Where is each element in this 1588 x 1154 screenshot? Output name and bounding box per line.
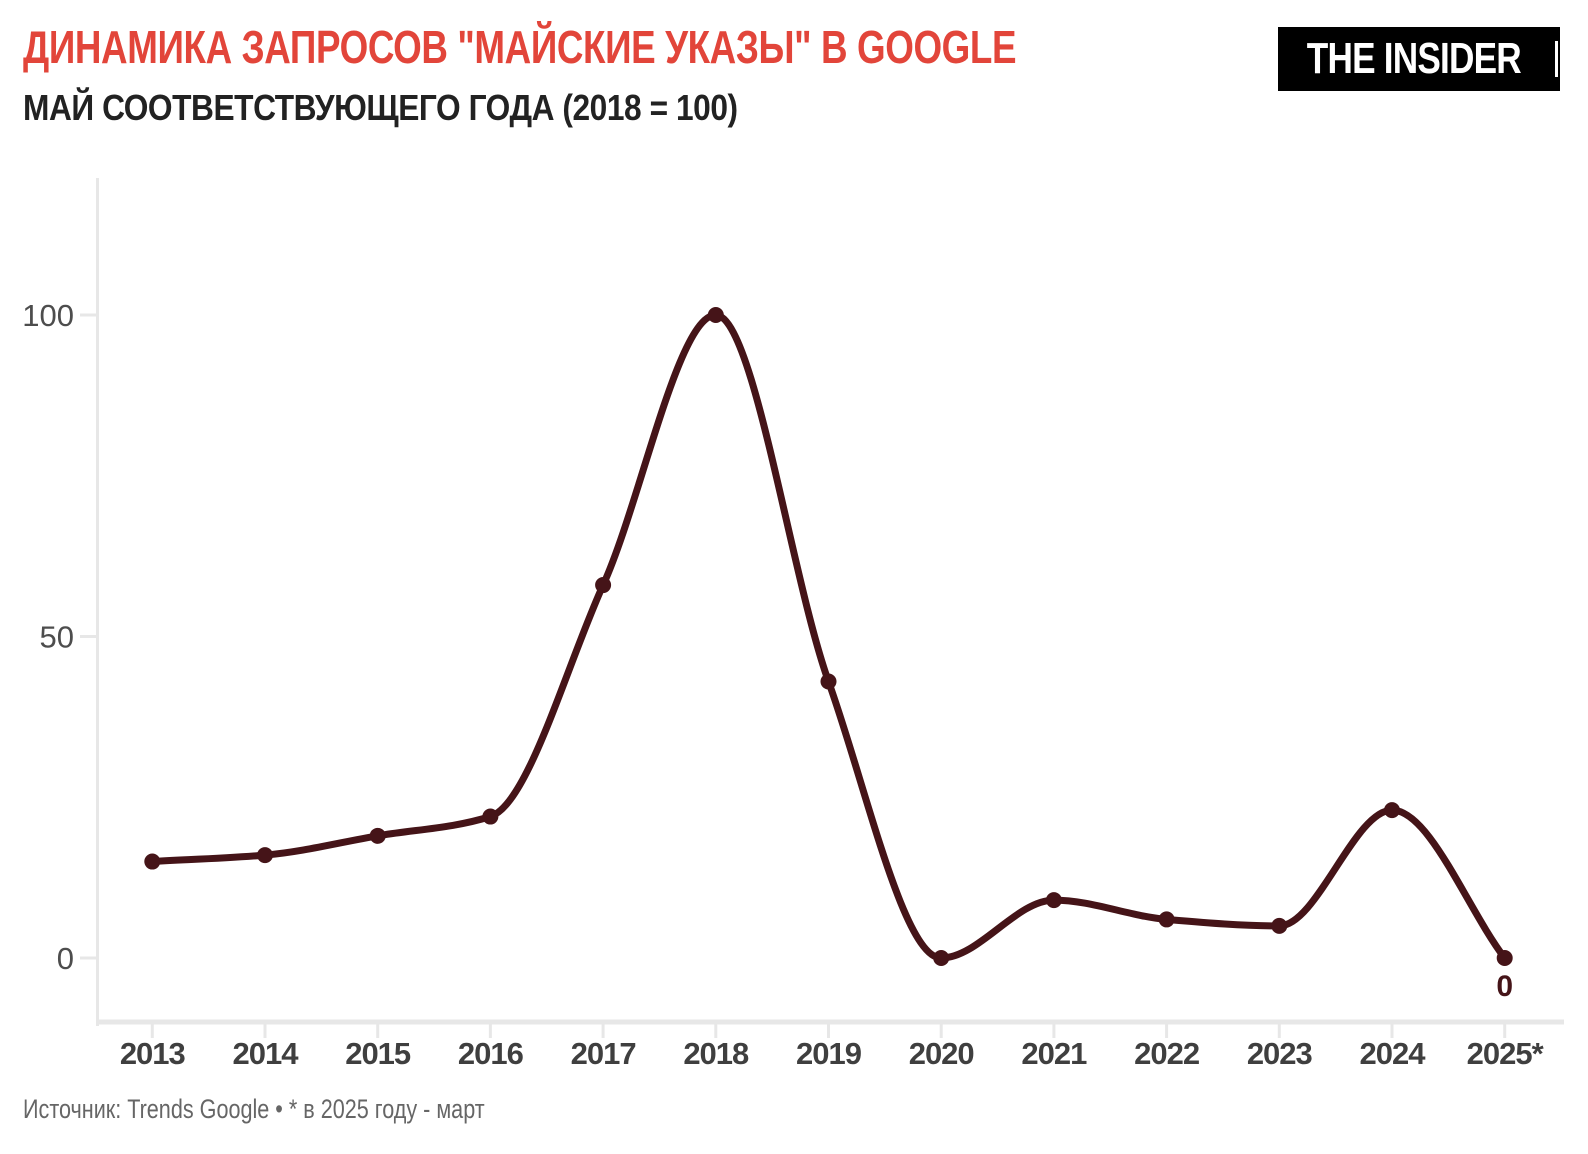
chart-title: ДИНАМИКА ЗАПРОСОВ "МАЙСКИЕ УКАЗЫ" В GOOG… xyxy=(23,21,1017,73)
y-axis-ticks xyxy=(80,313,96,960)
x-tick-label: 2025* xyxy=(1467,1036,1545,1071)
data-point xyxy=(257,847,273,864)
x-tick-label: 2019 xyxy=(796,1036,862,1071)
y-tick-label: 0 xyxy=(57,941,74,976)
x-tick-label: 2016 xyxy=(458,1036,524,1071)
y-tick-label: 50 xyxy=(40,620,74,655)
data-point xyxy=(369,827,386,844)
x-tick-label: 2020 xyxy=(909,1036,974,1071)
y-axis-labels: 0 50 100 xyxy=(22,298,74,976)
the-insider-logo: THE INSIDER xyxy=(1278,27,1560,91)
last-point-value-label: 0 xyxy=(1496,970,1513,1003)
series-points xyxy=(144,307,1513,966)
data-point xyxy=(1384,802,1400,819)
x-tick-label: 2018 xyxy=(683,1036,749,1071)
x-axis-ticks xyxy=(150,1024,1507,1038)
series-line xyxy=(148,311,1509,962)
data-point xyxy=(144,853,161,870)
logo-text: THE INSIDER xyxy=(1306,34,1522,83)
data-point xyxy=(1271,917,1288,934)
x-tick-label: 2013 xyxy=(120,1036,186,1071)
x-tick-label: 2021 xyxy=(1021,1036,1087,1071)
x-tick-label: 2014 xyxy=(233,1036,300,1071)
data-point xyxy=(933,950,950,966)
data-point xyxy=(1158,911,1175,928)
x-tick-label: 2022 xyxy=(1134,1036,1199,1071)
data-point xyxy=(595,577,612,594)
data-point xyxy=(1496,950,1513,966)
data-point xyxy=(820,673,837,690)
data-point xyxy=(1045,892,1062,909)
x-tick-label: 2015 xyxy=(345,1036,411,1071)
data-point xyxy=(707,307,724,323)
x-tick-label: 2024 xyxy=(1360,1036,1427,1071)
x-tick-label: 2023 xyxy=(1247,1036,1313,1071)
logo-cursor-bar xyxy=(1554,41,1558,77)
x-axis-labels: 2013 2014 2015 2016 2017 2018 2019 2020 2021 2022… xyxy=(120,1036,1546,1071)
chart-subtitle: МАЙ СООТВЕТСТВУЮЩЕГО ГОДА (2018 = 100) xyxy=(23,87,738,128)
data-point xyxy=(482,808,499,825)
source-note: Источник: Trends Google • * в 2025 году … xyxy=(23,1094,485,1124)
x-tick-label: 2017 xyxy=(571,1036,636,1071)
y-tick-label: 100 xyxy=(22,298,74,333)
